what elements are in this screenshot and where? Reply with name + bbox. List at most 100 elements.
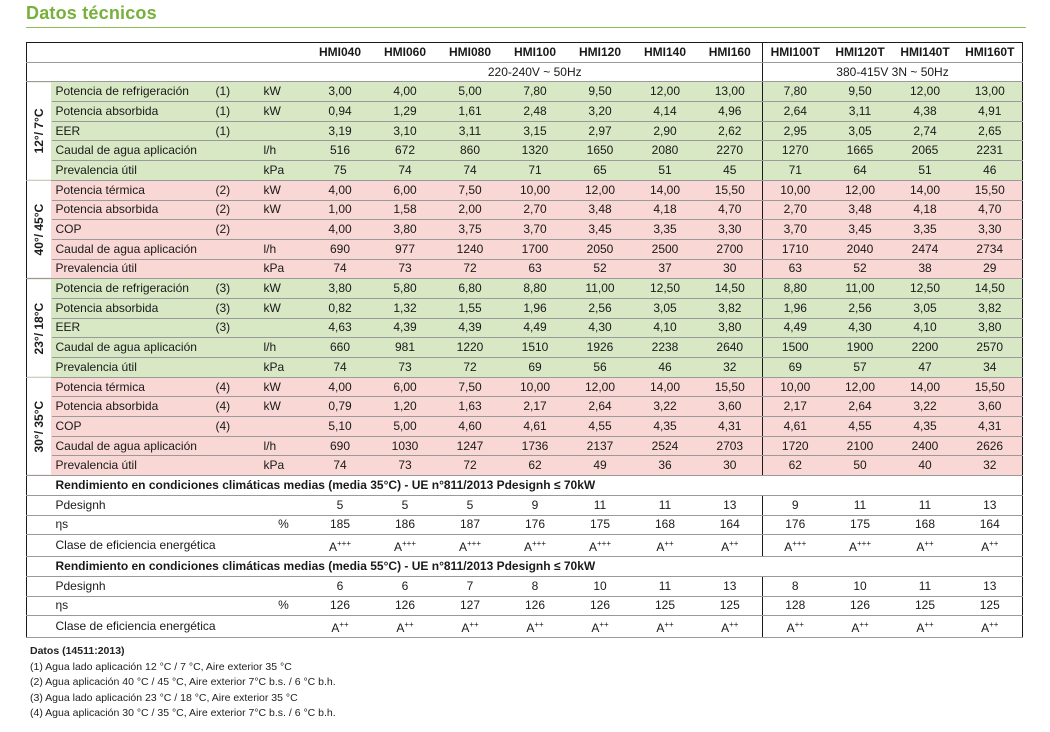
row-note bbox=[211, 160, 260, 181]
energy-class-cell: A++ bbox=[307, 615, 373, 639]
value-cell: 6 bbox=[372, 576, 438, 597]
row-note: (1) bbox=[211, 101, 260, 122]
value-cell: 52 bbox=[827, 259, 893, 280]
value-cell: 2,90 bbox=[632, 121, 698, 142]
value-cell: 2,64 bbox=[762, 101, 828, 122]
corner-cell bbox=[26, 62, 308, 83]
value-cell: 4,30 bbox=[567, 318, 633, 339]
energy-class-cell: A+++ bbox=[762, 534, 828, 558]
value-cell: 12,50 bbox=[632, 278, 698, 299]
value-cell: 2524 bbox=[632, 436, 698, 457]
row-note: (1) bbox=[211, 81, 260, 103]
value-cell: 2,95 bbox=[762, 121, 828, 142]
table-row: Pdesignh 5 5 5 9 11 11 13 9 11 11 13 bbox=[26, 495, 1023, 516]
row-note bbox=[211, 455, 260, 477]
value-cell: 14,00 bbox=[892, 377, 958, 398]
climate-heading-row: Rendimiento en condiciones climáticas me… bbox=[26, 475, 1023, 496]
value-cell: 3,22 bbox=[632, 396, 698, 418]
footer-note: (3) Agua lado aplicación 23 °C / 18 °C, … bbox=[30, 691, 298, 704]
row-unit: l/h bbox=[259, 337, 308, 358]
value-cell: 186 bbox=[372, 515, 438, 536]
value-cell: 11,00 bbox=[567, 278, 633, 299]
value-cell: 3,10 bbox=[372, 121, 438, 142]
value-cell: 13 bbox=[697, 576, 763, 597]
value-cell: 7,80 bbox=[762, 81, 828, 103]
value-cell: 5,80 bbox=[372, 278, 438, 299]
value-cell: 126 bbox=[372, 596, 438, 617]
row-label: Potencia térmica bbox=[51, 180, 212, 201]
table-row: Prevalencia útil kPa 74 73 72 62 49 36 30 62 50 40 3… bbox=[26, 455, 1023, 477]
row-unit: l/h bbox=[259, 140, 308, 162]
value-cell: 10,00 bbox=[502, 180, 568, 201]
energy-class-cell: A++ bbox=[567, 615, 633, 639]
value-cell: 51 bbox=[892, 160, 958, 181]
value-cell: 4,39 bbox=[437, 318, 503, 339]
row-unit: kW bbox=[259, 180, 308, 201]
value-cell: 32 bbox=[957, 455, 1023, 477]
value-cell: 168 bbox=[632, 515, 698, 536]
value-cell: 7,50 bbox=[437, 180, 503, 201]
value-cell: 7,80 bbox=[502, 81, 568, 103]
energy-class-cell: A+++ bbox=[502, 534, 568, 558]
value-cell: 30 bbox=[697, 259, 763, 280]
value-cell: 6 bbox=[307, 576, 373, 597]
spacer-cell bbox=[26, 515, 52, 536]
value-cell: 15,50 bbox=[957, 377, 1023, 398]
value-cell: 10,00 bbox=[762, 180, 828, 201]
value-cell: 30 bbox=[697, 455, 763, 477]
value-cell: 13 bbox=[697, 495, 763, 516]
value-cell: 69 bbox=[762, 357, 828, 378]
table-row: Potencia absorbida (3) kW 0,82 1,32 1,55 1,96 2… bbox=[26, 298, 1023, 319]
value-cell: 0,94 bbox=[307, 101, 373, 122]
value-cell: 1900 bbox=[827, 337, 893, 358]
climate-heading-row: Rendimiento en condiciones climáticas me… bbox=[26, 556, 1023, 577]
table-row: 40°/ 45°C Potencia térmica (2) kW 4,00 6,00 7,… bbox=[26, 180, 1023, 279]
model-header: HMI160T bbox=[957, 42, 1023, 63]
value-cell: 4,30 bbox=[827, 318, 893, 339]
value-cell: 3,80 bbox=[372, 219, 438, 240]
value-cell: 2,97 bbox=[567, 121, 633, 142]
energy-class-cell: A++ bbox=[762, 615, 828, 639]
value-cell: 2626 bbox=[957, 436, 1023, 457]
value-cell: 72 bbox=[437, 357, 503, 378]
value-cell: 8 bbox=[502, 576, 568, 597]
value-cell: 3,75 bbox=[437, 219, 503, 240]
energy-class-cell: A++ bbox=[502, 615, 568, 639]
value-cell: 3,45 bbox=[567, 219, 633, 240]
row-note: (3) bbox=[211, 318, 260, 339]
value-cell: 1510 bbox=[502, 337, 568, 358]
value-cell: 14,00 bbox=[632, 377, 698, 398]
table-row: Prevalencia útil kPa 75 74 74 71 65 51 45 71 64 51 4… bbox=[26, 160, 1023, 181]
value-cell: 13 bbox=[957, 495, 1023, 516]
table-row: Prevalencia útil kPa 74 73 72 63 52 37 30 63 52 38 2… bbox=[26, 259, 1023, 280]
table-row: EER (1) 3,19 3,10 3,11 3,15 2,97 2,90 2,62 2,95 3,… bbox=[26, 121, 1023, 142]
energy-class-cell: A+++ bbox=[827, 534, 893, 558]
value-cell: 12,00 bbox=[632, 81, 698, 103]
value-cell: 14,00 bbox=[632, 180, 698, 201]
value-cell: 4,10 bbox=[892, 318, 958, 339]
section-label: 23°/ 18°C bbox=[26, 278, 52, 378]
row-unit bbox=[259, 534, 308, 558]
spacer-cell bbox=[26, 576, 52, 597]
value-cell: 11 bbox=[567, 495, 633, 516]
value-cell: 690 bbox=[307, 239, 373, 260]
row-label: COP bbox=[51, 219, 212, 240]
spacer-cell bbox=[26, 475, 52, 496]
model-header-row: HMI040 HMI060 HMI080 HMI100 HMI120 HMI140 HMI1… bbox=[26, 42, 1023, 63]
value-cell: 4,14 bbox=[632, 101, 698, 122]
value-cell: 4,31 bbox=[957, 416, 1023, 437]
model-header: HMI120 bbox=[567, 42, 633, 63]
value-cell: 11 bbox=[632, 495, 698, 516]
model-header: HMI100 bbox=[502, 42, 568, 63]
value-cell: 3,80 bbox=[957, 318, 1023, 339]
value-cell: 4,10 bbox=[632, 318, 698, 339]
row-label: Clase de eficiencia energética bbox=[51, 615, 260, 639]
value-cell: 9,50 bbox=[827, 81, 893, 103]
footer-note: (4) Agua aplicación 30 °C / 35 °C, Aire … bbox=[30, 707, 336, 719]
value-cell: 185 bbox=[307, 515, 373, 536]
table-row: Caudal de agua aplicación l/h 660 981 1220 15… bbox=[26, 337, 1023, 358]
energy-class-cell: A++ bbox=[632, 615, 698, 639]
row-unit bbox=[259, 576, 308, 597]
value-cell: 15,50 bbox=[697, 377, 763, 398]
row-note: (2) bbox=[211, 200, 260, 221]
